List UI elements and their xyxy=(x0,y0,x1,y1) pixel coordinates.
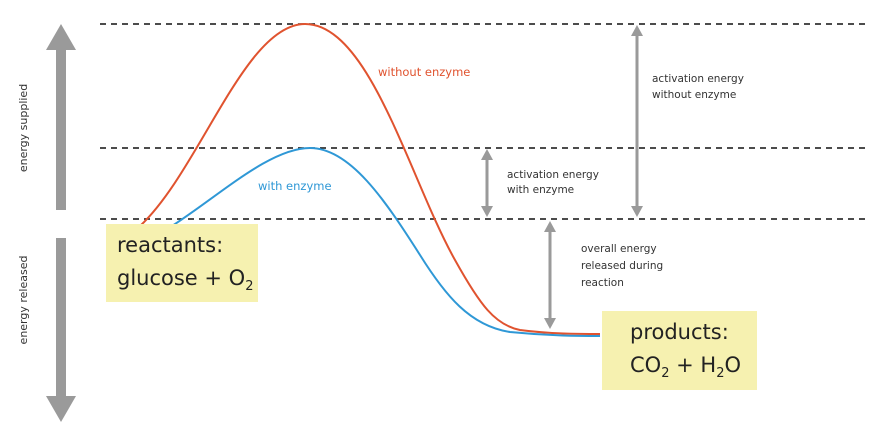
double-headed-arrow-icon xyxy=(481,149,493,217)
overall-energy-label: overall energy released during reaction xyxy=(581,243,667,289)
reactants-formula: glucose + O2 xyxy=(117,266,254,294)
without-enzyme-label: without enzyme xyxy=(378,65,470,79)
with-enzyme-label: with enzyme xyxy=(258,179,332,193)
up-arrow-icon xyxy=(46,24,76,210)
products-box: products: CO2 + H2O xyxy=(602,311,757,390)
energy-released-label: energy released xyxy=(17,256,30,345)
activation-with-label: activation energy with enzyme xyxy=(507,169,602,196)
products-title: products: xyxy=(630,320,729,344)
activation-without-label: activation energy without enzyme xyxy=(652,73,747,101)
without-enzyme-curve xyxy=(139,22,601,335)
double-headed-arrow-icon xyxy=(631,25,643,217)
with-enzyme-curve xyxy=(171,146,601,337)
products-formula: CO2 + H2O xyxy=(630,353,741,381)
reactants-box: reactants: glucose + O2 xyxy=(106,224,258,302)
reactants-title: reactants: xyxy=(117,233,223,257)
double-headed-arrow-icon xyxy=(544,221,556,329)
energy-supplied-label: energy supplied xyxy=(17,84,30,172)
down-arrow-icon xyxy=(46,238,76,422)
